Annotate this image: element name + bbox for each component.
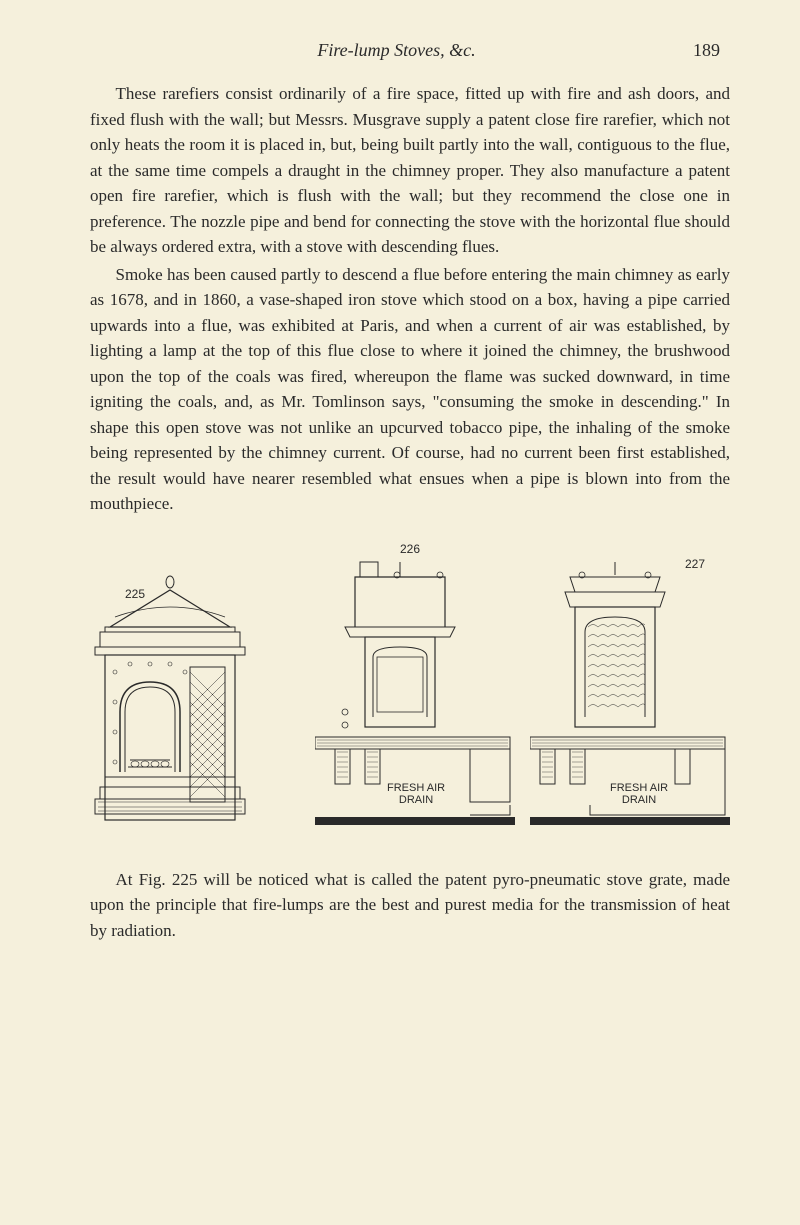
stove-227: FRESH AIR DRAIN [530, 557, 730, 837]
figure-container: 225 226 227 [90, 542, 730, 847]
footer-paragraph: At Fig. 225 will be noticed what is call… [90, 867, 730, 944]
stove-225 [90, 572, 290, 822]
drain-label-2: FRESH AIR DRAIN [610, 782, 668, 806]
stove-226: FRESH AIR DRAIN [315, 557, 505, 837]
page-number: 189 [693, 40, 720, 61]
paragraph-1: These rarefiers consist ordinarily of a … [90, 81, 730, 260]
header-title: Fire-lump Stoves, &c. [100, 40, 693, 61]
body-text: These rarefiers consist ordinarily of a … [90, 81, 730, 517]
paragraph-2: Smoke has been caused partly to descend … [90, 262, 730, 517]
drain-label-1: FRESH AIR DRAIN [387, 782, 445, 806]
figure-label-226: 226 [400, 542, 420, 556]
footer-text: At Fig. 225 will be noticed what is call… [90, 867, 730, 944]
page-header: Fire-lump Stoves, &c. 189 [90, 40, 730, 61]
